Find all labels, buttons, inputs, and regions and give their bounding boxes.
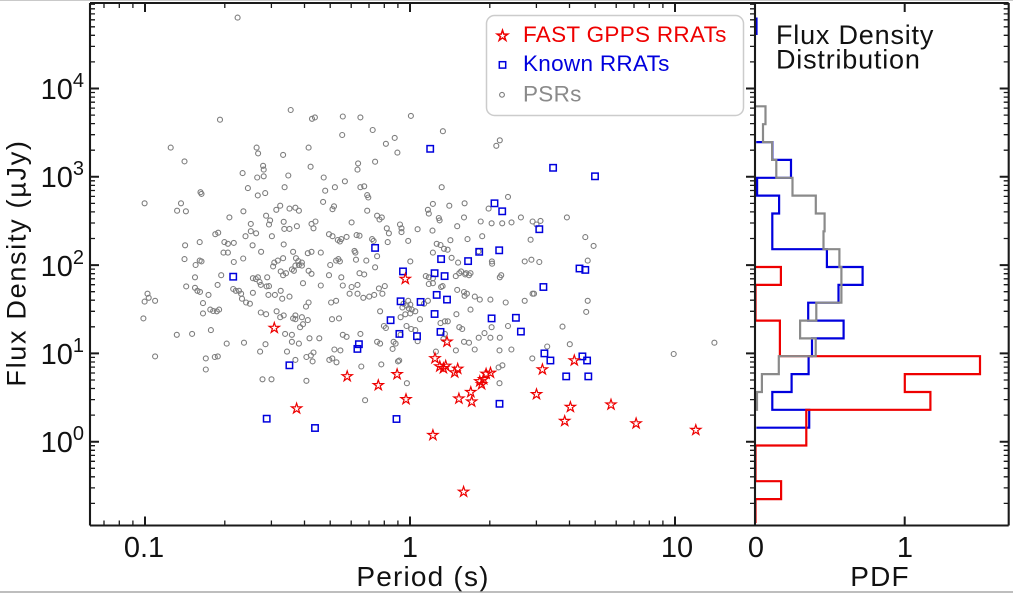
svg-text:0: 0 (748, 532, 764, 564)
svg-text:Distribution: Distribution (776, 44, 921, 74)
svg-text:Period (s): Period (s) (356, 561, 489, 592)
svg-text:10: 10 (661, 532, 693, 564)
svg-text:Known RRATs: Known RRATs (523, 51, 670, 76)
svg-text:PDF: PDF (850, 561, 910, 592)
svg-text:PSRs: PSRs (523, 82, 582, 107)
svg-text:Flux Density (µJy): Flux Density (µJy) (2, 139, 32, 386)
svg-text:Flux Density: Flux Density (776, 20, 934, 50)
svg-text:1: 1 (897, 532, 913, 564)
svg-text:FAST GPPS RRATs: FAST GPPS RRATs (523, 22, 727, 47)
svg-text:1: 1 (402, 532, 418, 564)
svg-text:0.1: 0.1 (124, 532, 164, 564)
